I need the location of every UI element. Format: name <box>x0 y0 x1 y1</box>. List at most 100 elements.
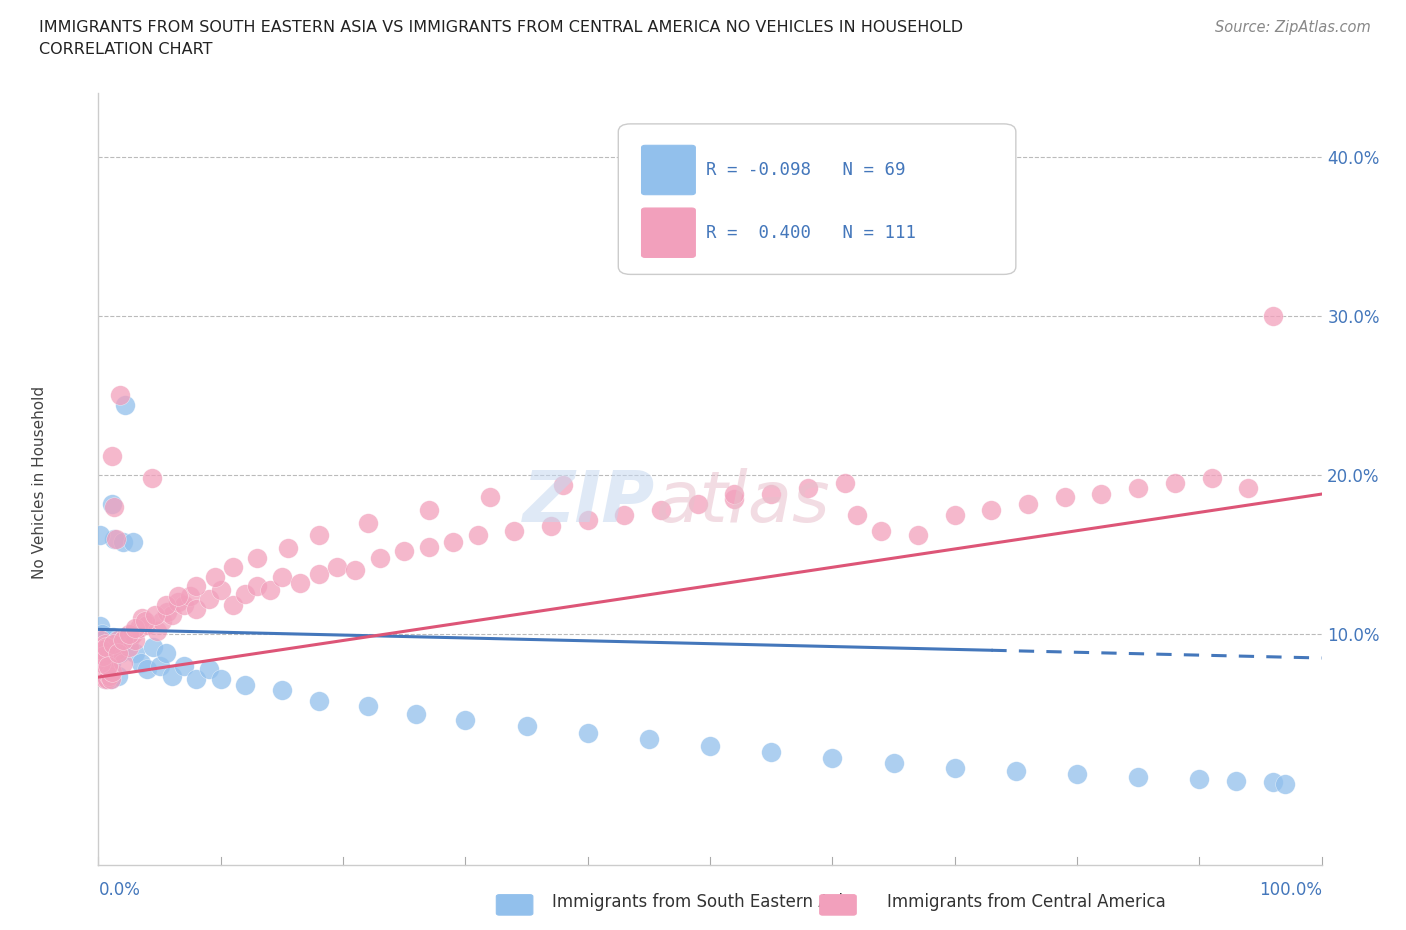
Point <box>97 658 120 673</box>
Point <box>91 643 114 658</box>
Point <box>197 662 219 677</box>
Point <box>1261 775 1284 790</box>
Point <box>540 518 562 533</box>
Point <box>100 671 122 686</box>
Point <box>1004 764 1026 778</box>
Point <box>105 643 128 658</box>
Point <box>91 633 114 648</box>
Point <box>91 640 114 655</box>
Point <box>156 604 179 619</box>
Point <box>121 535 143 550</box>
Point <box>308 566 330 581</box>
Point <box>89 618 111 633</box>
Point <box>97 665 120 680</box>
Point <box>94 640 117 655</box>
Point <box>97 640 120 655</box>
Point <box>146 623 169 638</box>
Point <box>308 528 330 543</box>
Point <box>90 630 112 644</box>
Point <box>111 535 134 550</box>
Point <box>233 587 256 602</box>
Point <box>94 656 117 671</box>
Point <box>101 665 124 680</box>
Point <box>723 486 745 501</box>
Point <box>124 645 146 660</box>
Point <box>613 508 636 523</box>
Point <box>103 531 125 546</box>
Point <box>155 645 177 660</box>
Point <box>356 698 378 713</box>
Point <box>124 633 146 648</box>
Point <box>761 486 783 501</box>
Point <box>222 598 245 613</box>
Point <box>637 237 661 252</box>
Point <box>167 595 190 610</box>
Point <box>128 620 150 635</box>
Point <box>91 627 114 642</box>
Point <box>93 671 115 686</box>
Point <box>91 668 114 683</box>
Point <box>503 524 526 538</box>
Point <box>1274 777 1296 791</box>
Point <box>94 643 117 658</box>
Point <box>356 515 378 530</box>
Point <box>104 643 127 658</box>
Text: 100.0%: 100.0% <box>1258 881 1322 898</box>
Text: 0.0%: 0.0% <box>98 881 141 898</box>
Point <box>344 563 367 578</box>
Point <box>90 645 112 660</box>
Point <box>209 582 232 597</box>
Point <box>1261 309 1284 324</box>
Point <box>114 630 136 644</box>
Point <box>246 551 269 565</box>
Point <box>761 744 783 759</box>
Point <box>107 645 129 660</box>
Point <box>160 668 183 683</box>
Point <box>797 480 820 495</box>
Point <box>98 652 121 667</box>
Point <box>870 524 893 538</box>
Point <box>650 502 672 517</box>
Point <box>121 627 143 642</box>
Point <box>114 397 136 412</box>
Point <box>143 607 166 622</box>
Text: Source: ZipAtlas.com: Source: ZipAtlas.com <box>1215 20 1371 35</box>
Point <box>91 649 114 664</box>
Point <box>118 640 141 655</box>
Text: Immigrants from Central America: Immigrants from Central America <box>887 893 1166 911</box>
Point <box>93 668 115 683</box>
Point <box>100 649 122 664</box>
Point <box>90 633 112 648</box>
Point <box>943 761 966 776</box>
Point <box>89 528 111 543</box>
Point <box>686 497 709 512</box>
Point <box>637 732 661 747</box>
Text: R = -0.098   N = 69: R = -0.098 N = 69 <box>706 161 905 179</box>
Point <box>134 614 156 629</box>
Point <box>104 531 127 546</box>
Text: CORRELATION CHART: CORRELATION CHART <box>39 42 212 57</box>
Point <box>101 636 124 651</box>
Point <box>173 598 195 613</box>
Point <box>326 560 349 575</box>
Point <box>222 560 245 575</box>
Point <box>1053 490 1076 505</box>
Point <box>1128 480 1150 495</box>
FancyBboxPatch shape <box>641 145 696 194</box>
Point <box>90 668 112 683</box>
Point <box>368 551 391 565</box>
Point <box>93 652 115 667</box>
Point <box>93 636 115 651</box>
Point <box>1066 766 1088 781</box>
Point <box>209 671 232 686</box>
Point <box>478 490 501 505</box>
Point <box>821 751 844 765</box>
Point <box>96 662 118 677</box>
Point <box>405 706 427 721</box>
Point <box>96 645 118 660</box>
Point <box>103 499 125 514</box>
Text: ZIP: ZIP <box>523 468 655 537</box>
Point <box>111 633 134 648</box>
Point <box>186 579 208 594</box>
Point <box>197 591 219 606</box>
